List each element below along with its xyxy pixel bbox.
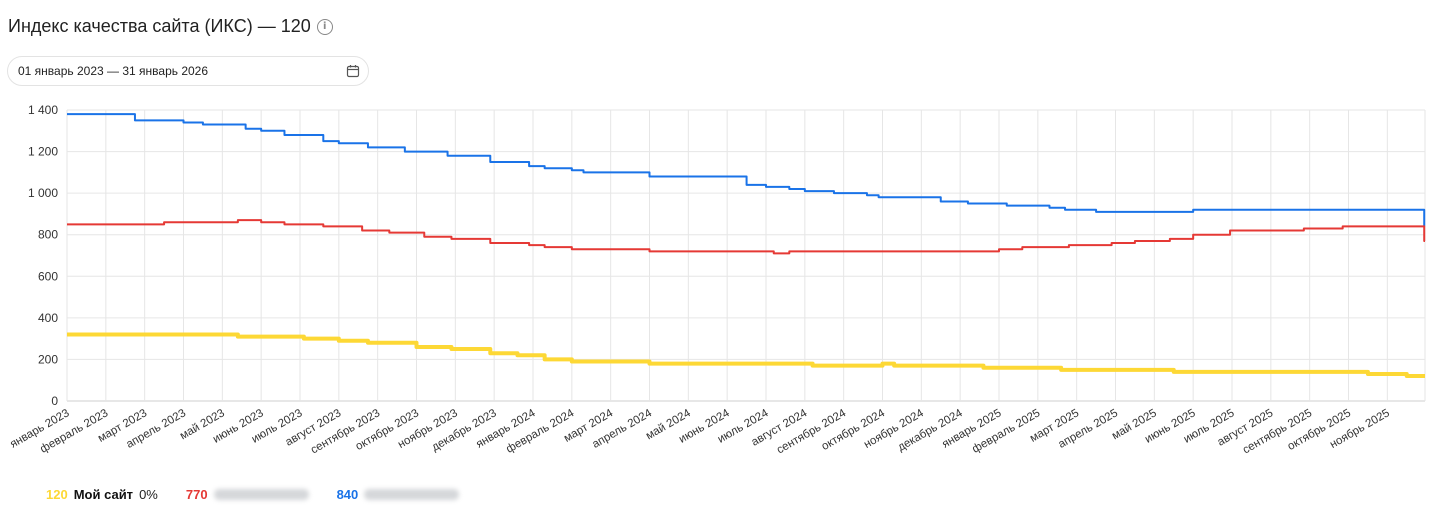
legend-item-competitor-2[interactable]: 840 bbox=[337, 487, 460, 502]
legend-value: 840 bbox=[336, 487, 359, 502]
y-tick-label: 1 000 bbox=[28, 186, 58, 200]
y-tick-label: 200 bbox=[38, 352, 58, 366]
legend: 120 Мой сайт 0% 770 840 bbox=[46, 487, 460, 502]
page-title: Индекс качества сайта (ИКС) — 120 bbox=[8, 16, 311, 36]
y-tick-label: 400 bbox=[38, 311, 58, 325]
legend-item-competitor-1[interactable]: 770 bbox=[186, 487, 309, 502]
y-tick-label: 1 400 bbox=[28, 103, 58, 117]
y-tick-label: 800 bbox=[38, 228, 58, 242]
series-line bbox=[67, 332, 1425, 379]
y-tick-label: 0 bbox=[51, 394, 58, 408]
y-tick-label: 1 200 bbox=[28, 145, 58, 159]
legend-name: Мой сайт bbox=[73, 487, 134, 502]
info-circle-icon[interactable]: i bbox=[316, 18, 333, 35]
legend-value: 770 bbox=[185, 487, 208, 502]
date-range-picker[interactable]: 01 январь 2023 — 31 январь 2026 bbox=[7, 56, 369, 86]
y-tick-label: 600 bbox=[38, 269, 58, 283]
blurred-site-name bbox=[213, 489, 309, 500]
header: Индекс качества сайта (ИКС) — 120 i bbox=[8, 16, 333, 37]
blurred-site-name bbox=[364, 489, 460, 500]
legend-percent: 0% bbox=[139, 487, 158, 502]
date-range-value: 01 январь 2023 — 31 январь 2026 bbox=[18, 64, 209, 78]
series-line bbox=[67, 113, 1426, 228]
calendar-icon bbox=[346, 65, 360, 78]
series-line bbox=[67, 219, 1426, 255]
legend-item-my-site[interactable]: 120 Мой сайт 0% bbox=[46, 487, 158, 502]
legend-value: 120 bbox=[46, 487, 68, 502]
